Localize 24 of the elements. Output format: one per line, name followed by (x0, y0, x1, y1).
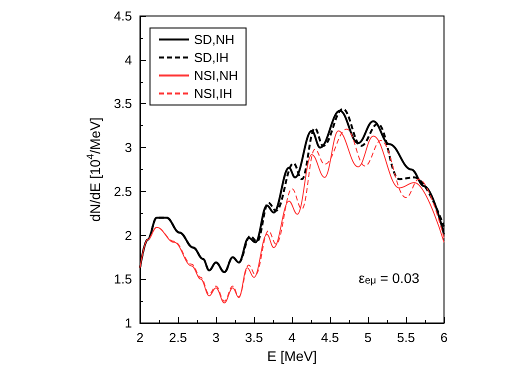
x-tick-label: 3 (212, 330, 220, 345)
x-tick-label: 4 (288, 330, 296, 345)
y-tick-label: 4 (124, 52, 132, 68)
legend-label: NSI,IH (194, 86, 232, 101)
y-tick-label: 1 (124, 316, 132, 330)
x-tick-label: 2 (136, 330, 144, 345)
x-tick-label: 3.5 (244, 330, 264, 345)
x-axis-title: E [MeV] (267, 348, 317, 364)
y-tick-label: 2.5 (114, 184, 132, 199)
legend-label: NSI,NH (194, 68, 238, 83)
legend-label: SD,IH (194, 50, 229, 65)
y-tick-label: 1.5 (114, 272, 132, 287)
y-tick-label: 4.5 (114, 8, 132, 24)
legend-label: SD,NH (194, 32, 234, 47)
y-tick-label: 2 (124, 228, 132, 243)
y-axis-title: dN/dE [104/MeV] (86, 117, 103, 222)
y-tick-label: 3 (124, 140, 132, 156)
x-tick-label: 4.5 (320, 330, 340, 345)
x-tick-label: 2.5 (168, 330, 188, 345)
x-tick-label: 5.5 (396, 330, 416, 345)
y-tick-label: 3.5 (114, 96, 132, 112)
x-tick-label: 6 (440, 330, 448, 345)
x-tick-label: 5 (364, 330, 372, 345)
annotation: εeμ = 0.03 (358, 270, 420, 286)
